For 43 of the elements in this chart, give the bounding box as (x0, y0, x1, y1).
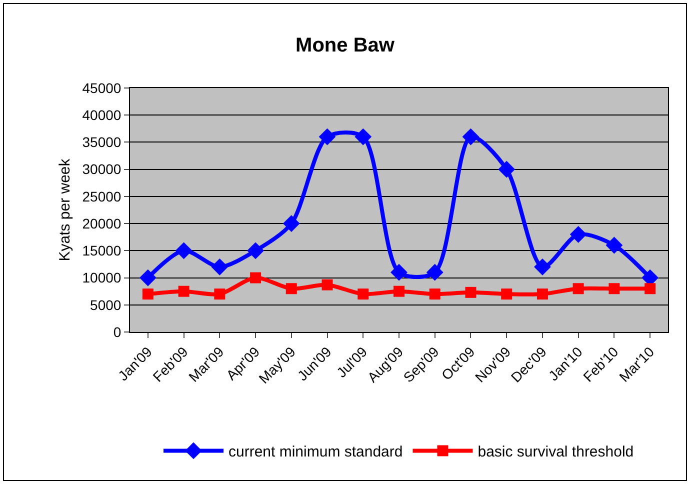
point (358, 288, 369, 300)
y-tick-label: 35000 (82, 134, 122, 150)
point (426, 264, 444, 281)
point (394, 286, 404, 297)
point (354, 128, 372, 146)
point (534, 258, 551, 276)
point (465, 286, 476, 298)
y-tick-label: 30000 (82, 161, 122, 178)
point (606, 236, 623, 254)
point (608, 283, 620, 294)
point (139, 269, 156, 286)
chart-title: Mone Baw (296, 34, 395, 56)
point (286, 283, 297, 294)
y-axis-title: Kyats per week (56, 158, 74, 262)
point (572, 283, 584, 294)
point (250, 272, 262, 284)
y-tick-label: 25000 (82, 188, 122, 204)
point (498, 160, 516, 178)
legend-label: current minimum standard (228, 444, 403, 461)
point (501, 288, 512, 300)
y-tick-label: 45000 (82, 80, 122, 96)
point (211, 258, 228, 276)
y-tick-label: 5000 (90, 296, 122, 313)
y-tick-label: 10000 (82, 270, 122, 286)
legend-label: basic survival threshold (478, 444, 634, 461)
point (142, 288, 154, 300)
point (247, 242, 264, 260)
point (214, 288, 226, 300)
point (282, 215, 300, 232)
point (175, 242, 192, 260)
point (536, 288, 548, 300)
point (322, 279, 333, 290)
point (462, 128, 480, 146)
y-tick-label: 40000 (82, 107, 122, 124)
point (178, 286, 190, 297)
point (390, 264, 408, 281)
point (570, 226, 587, 243)
y-tick-label: 20000 (82, 215, 122, 232)
point (644, 283, 656, 294)
y-tick-label: 0 (113, 324, 122, 340)
y-tick-label: 15000 (82, 242, 122, 259)
point (429, 288, 440, 300)
point (318, 128, 336, 146)
